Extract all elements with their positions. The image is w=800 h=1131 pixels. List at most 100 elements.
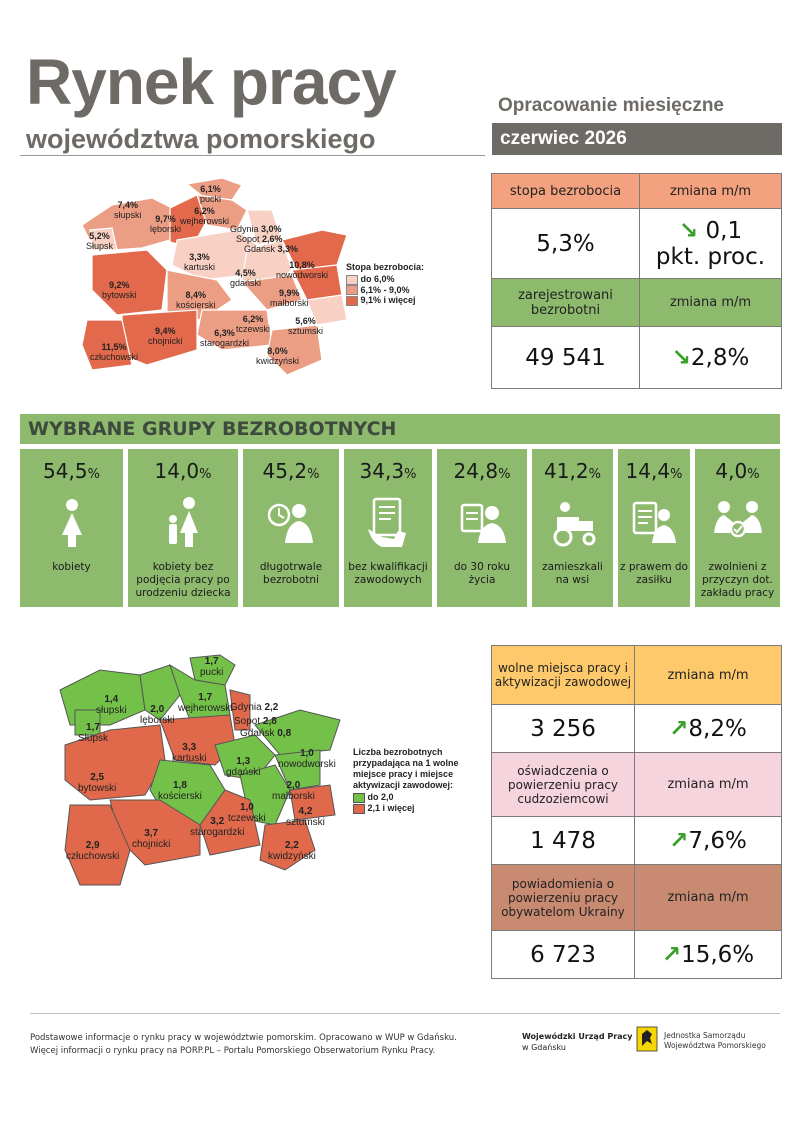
group-label: zamieszkali na wsi [542,561,603,586]
county-value: 9,2% [109,280,130,290]
region-kwidzynski [266,324,323,376]
map1-labels: 6,1% pucki 6,2% wejherowski 7,4% słupski 9,7% l… [72,170,472,390]
group-label: do 30 roku życia [453,561,511,586]
region2-kwidzynski [259,819,316,871]
county-value: 2,6% [262,234,283,244]
vacancies-change-cell: ↗8,2% [634,704,782,753]
county-name: malborski [272,791,315,802]
county-value: 6,3% [214,328,235,338]
county-name: starogardzki [190,827,245,838]
map1-county-label: 8,4% kościerski [176,290,216,310]
map1-county-label: 6,1% pucki [200,184,221,204]
group-value: 41,2 [544,459,589,483]
county-value: 5,2% [89,231,110,241]
group-label: bez kwalifikacji zawodowych [348,561,428,586]
county-name: lęborski [140,715,175,726]
tractor-icon [553,502,595,547]
griffin-crest-icon [636,1026,658,1052]
county-name: sztumski [286,817,325,828]
unemployment-rate-header: stopa bezrobocia [491,173,640,209]
county-value: 1,7 [198,692,213,703]
map1-county-label: 5,6% sztumski [288,316,323,336]
county-name: Gdańsk [240,728,275,739]
county-name: Gdańsk [244,244,276,254]
handshake-icon [713,501,762,538]
legend2-swatch-red [353,803,365,814]
group-card-under30: 24,8% do 30 roku życia [437,449,527,607]
legend-swatch-mid [346,285,358,296]
unemployment-rate-change: 0,1 [705,217,743,244]
county-name: tczewski [228,813,266,824]
map2-county-label: 4,2 sztumski [286,806,325,828]
footer-text: Podstawowe informacje o rynku pracy w wo… [30,1032,457,1058]
young-person-icon [460,503,506,543]
report-period: czerwiec 2026 [492,123,782,155]
declarations-change-header: zmiana m/m [634,752,782,817]
title-divider [20,155,485,156]
county-name: kościerski [158,791,202,802]
org2-line2: Województwa Pomorskiego [664,1041,766,1050]
notifications-header: powiadomienia o powierzeniu pracy obywat… [491,864,635,931]
group-label: z prawem do zasiłku [620,561,688,586]
county-value: 4,2 [298,806,313,817]
region2-pucki [189,654,236,686]
map2-county-label: 2,9 człuchowski [66,840,119,862]
county-name: kwidzyński [256,356,300,366]
county-value: 6,2% [242,314,264,324]
group-unit: % [87,467,100,482]
map1-regions [81,177,348,376]
map2-county-label: 3,2 starogardzki [190,816,244,838]
county-name: słupski [96,705,127,716]
map2-county-label: 2,5 bytowski [78,772,116,794]
region2-czluchowski [64,804,131,886]
county-name: tczewski [236,324,271,334]
county-value: 1,7 [86,722,100,733]
county-value: 5,6% [295,316,316,326]
map2-county-label: 2,2 kwidzyński [268,840,316,862]
map2-regions [59,654,341,886]
map1-legend-mid: 6,1% - 9,0% [360,284,410,295]
arrow-up-icon: ↗ [669,715,689,742]
county-name: Sopot [234,716,261,727]
county-value: 7,4% [117,200,139,210]
map1-county-label: 9,2% bytowski [102,280,137,300]
region-bytowski [91,249,168,316]
declarations-header: oświadczenia o powierzeniu pracy cudzozi… [491,752,635,817]
county-value: 1,8 [173,780,187,791]
region2-trojmiasto [229,689,251,731]
county-value: 10,8% [289,260,315,270]
kpi-top-table: stopa bezrobocia zmiana m/m 5,3% ↘ 0,1 p… [491,173,782,389]
region2-leborski [139,664,181,721]
vacancies-change: 8,2% [688,715,747,742]
org2-line1: Jednostka Samorządu [664,1031,746,1040]
county-value: 2,2 [264,702,279,713]
group-unit: % [307,467,320,482]
group-value: 14,0 [154,459,200,483]
group-value: 24,8 [453,459,499,483]
legend2-swatch-green [353,792,365,803]
county-name: Słupsk [78,733,109,744]
county-name: bytowski [78,783,117,794]
groups-section-title: WYBRANE GRUPY BEZROBOTNYCH [20,414,780,444]
arrow-down-icon: ↘ [678,217,699,244]
county-name: wejherowski [178,703,233,714]
document-hand-icon [368,497,406,547]
map2-county-label: 1,7 Słupsk [78,722,108,744]
county-name: malborski [270,298,309,308]
county-name: nowodworski [278,759,336,770]
county-name: Gdynia [230,702,262,713]
county-value: 2,0 [286,780,301,791]
county-value: 2,5 [90,772,105,783]
map2-labels: 1,7 pucki 1,4 słupski 2,0 lęborski 1,7 wejherow… [50,650,350,895]
map2-county-label: 1,0 nowodworski [278,748,336,770]
org1-name: Wojewódzki Urząd Pracy [522,1032,633,1041]
region2-malborski [274,749,321,791]
county-value: 1,0 [299,748,314,759]
map2-county-label: Sopot 2,8 [234,716,277,727]
map2-county-label: 2,0 malborski [272,780,315,802]
county-value: 3,3% [277,244,299,254]
county-name: sztumski [288,326,324,336]
notifications-change: 15,6% [681,941,755,968]
region-starogardzki [196,309,273,351]
registered-header: zarejestrowani bezrobotni [491,278,640,327]
